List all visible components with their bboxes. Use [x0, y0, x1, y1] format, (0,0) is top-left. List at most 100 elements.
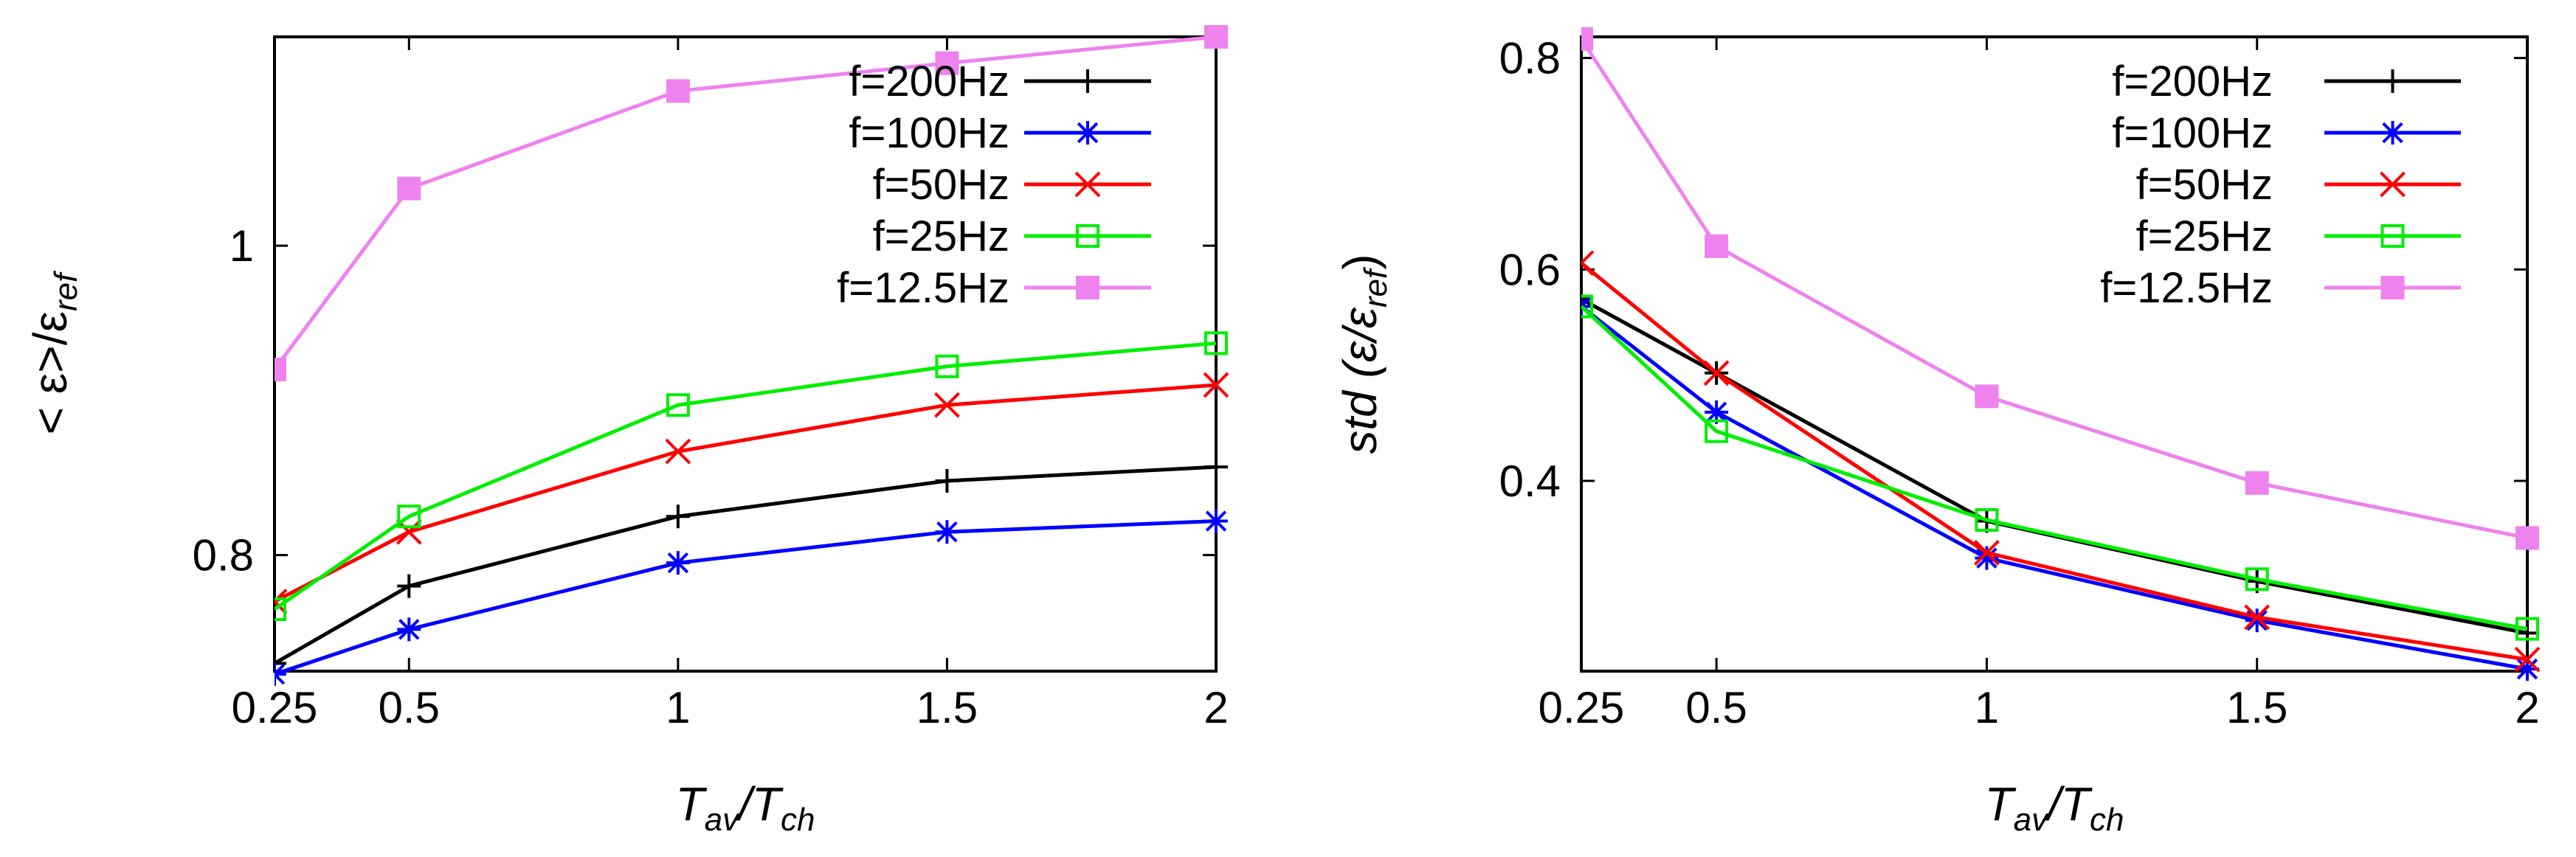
data-point [2245, 471, 2269, 495]
x-tick-label: 0.25 [1539, 683, 1625, 732]
data-point [666, 504, 690, 529]
data-point [274, 662, 286, 686]
data-point [2514, 646, 2541, 673]
data-point [666, 79, 690, 103]
x-tick-label: 0.25 [232, 683, 318, 732]
legend-marker [2380, 121, 2405, 145]
data-point [666, 393, 690, 417]
series-f=200Hz [274, 455, 1228, 676]
legend-marker [2380, 224, 2405, 248]
data-point [397, 574, 421, 598]
x-tick-label: 1.5 [2226, 683, 2287, 732]
legend-label: f=50Hz [873, 161, 1009, 209]
y-tick-label: 0.6 [1499, 245, 1561, 294]
data-point [274, 357, 286, 381]
data-point [1581, 294, 1593, 319]
legend-label: f=12.5Hz [837, 264, 1009, 312]
chart-panel-1: 0.25 0.5 1 1.5 2 0.8 1 f=200Hzf=100Hzf=50Hzf=25… [24, 25, 1229, 838]
series-f=200Hz [1581, 287, 2539, 645]
legend-marker [1076, 69, 1099, 93]
series-line [274, 341, 1217, 611]
series-line [274, 465, 1217, 665]
x-tick-label: 0.5 [1685, 683, 1747, 732]
data-point [1705, 234, 1729, 258]
data-point [1204, 331, 1228, 355]
series-line [1581, 305, 2528, 631]
data-point [2515, 526, 2539, 550]
y-axis-label: < ε>/εref [24, 270, 84, 434]
series-f=100Hz [1581, 294, 2539, 681]
series-line [1581, 261, 2528, 662]
data-point [2245, 567, 2269, 591]
legend-marker [2380, 276, 2405, 299]
series-f=50Hz [1581, 250, 2541, 673]
x-tick-label: 1 [1975, 683, 1999, 732]
data-point [397, 176, 421, 201]
data-point [935, 51, 959, 75]
legend-marker [2380, 171, 2406, 198]
data-point [935, 520, 959, 544]
x-axis-label: Tav/Tch [1985, 777, 2124, 838]
legend-label: f=25Hz [873, 212, 1009, 260]
data-point [2515, 621, 2539, 645]
data-point [1204, 25, 1228, 49]
legend-label: f=100Hz [2112, 109, 2273, 157]
y-tick-label: 0.8 [1499, 34, 1561, 83]
data-point [1703, 360, 1730, 386]
legend-label: f=25Hz [2136, 212, 2273, 260]
series-f=100Hz [274, 509, 1228, 686]
x-tick-label: 1.5 [916, 683, 978, 732]
series-line [274, 35, 1217, 371]
data-point [274, 589, 288, 615]
legend-marker [1076, 276, 1099, 299]
data-point [666, 551, 690, 575]
series-line [1581, 305, 2528, 671]
data-point [1705, 400, 1729, 424]
x-tick-label: 2 [2515, 683, 2539, 732]
series-group [274, 25, 1229, 686]
data-point [1203, 372, 1229, 398]
data-point [1581, 250, 1595, 277]
data-point [1204, 509, 1228, 533]
y-tick-label: 0.4 [1499, 457, 1561, 506]
data-point [935, 354, 959, 378]
y-tick-label: 1 [229, 221, 254, 271]
data-point [2515, 617, 2539, 641]
data-point [1975, 546, 1999, 570]
data-point [1975, 384, 1999, 409]
x-tick-label: 2 [1204, 683, 1228, 732]
data-point [1581, 27, 1593, 51]
data-point [935, 469, 959, 493]
legend-label: f=200Hz [2112, 58, 2273, 105]
legend-marker [1076, 121, 1099, 145]
data-point [274, 651, 286, 676]
series-group [1581, 27, 2541, 681]
x-tick-label: 0.5 [379, 683, 440, 732]
legend-label: f=100Hz [849, 109, 1009, 157]
series-f=50Hz [274, 372, 1229, 615]
plot-frame [1580, 35, 2529, 673]
data-point [1975, 508, 1999, 532]
data-point [274, 597, 286, 622]
data-point [2244, 604, 2271, 631]
series-f=12.5Hz [274, 25, 1228, 381]
chart-panel-2: 0.25 0.5 1 1.5 2 0.4 0.6 0.8 f=200Hzf=100Hzf=50H… [1333, 27, 2541, 838]
x-axis-label: Tav/Tch [676, 777, 815, 838]
legend-label: f=12.5Hz [2100, 264, 2273, 312]
data-point [1974, 540, 2000, 566]
series-f=25Hz [1581, 294, 2539, 641]
series-line [1581, 297, 2528, 635]
data-point [1705, 419, 1729, 443]
legend-marker [1076, 224, 1099, 248]
data-point [2245, 608, 2269, 633]
y-tick-label: 0.8 [193, 531, 254, 580]
data-point [397, 617, 421, 642]
legend-marker [2380, 69, 2405, 93]
data-point [934, 392, 960, 418]
x-tick-label: 1 [666, 683, 690, 732]
legend-label: f=50Hz [2136, 161, 2273, 209]
data-point [665, 438, 691, 465]
